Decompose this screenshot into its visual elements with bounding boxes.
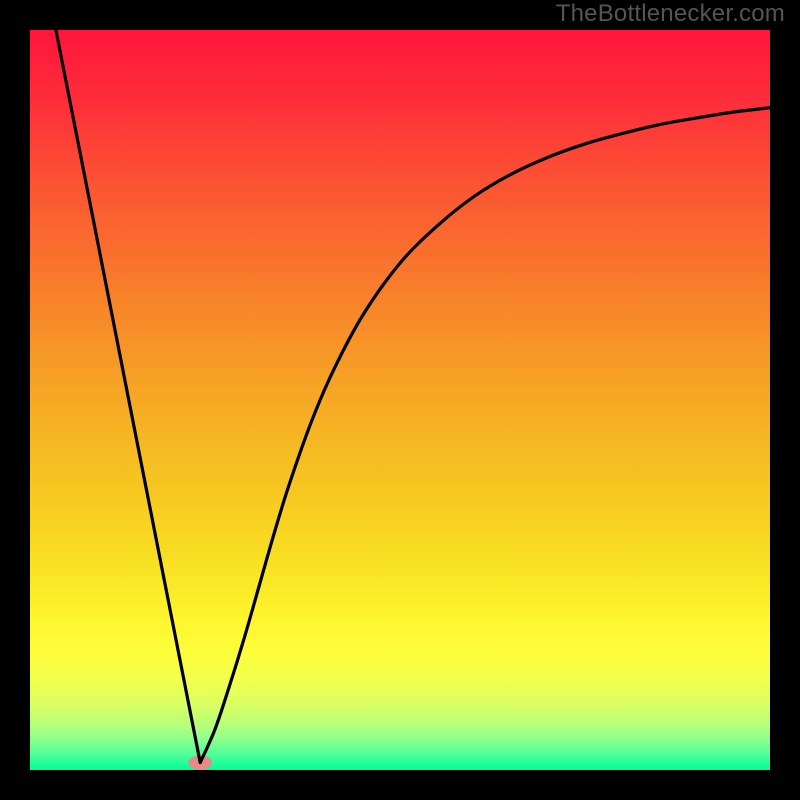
chart-svg — [0, 0, 800, 800]
watermark-text: TheBottlenecker.com — [556, 0, 785, 28]
gradient-background — [30, 30, 770, 770]
bottleneck-chart: TheBottlenecker.com — [0, 0, 800, 800]
plot-area — [15, 15, 785, 785]
